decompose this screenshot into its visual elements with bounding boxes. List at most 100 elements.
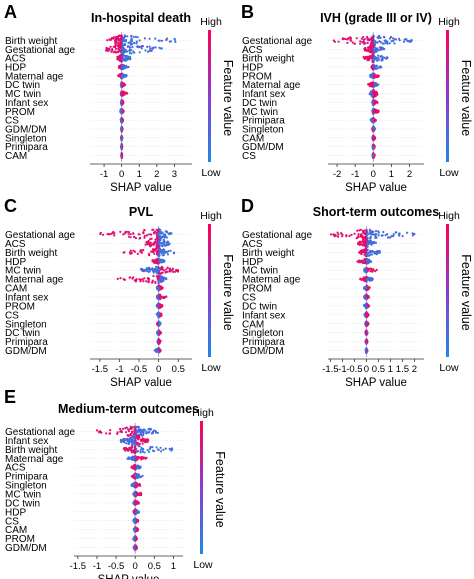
data-point (120, 92, 123, 95)
data-point (120, 120, 123, 123)
feature-points (156, 338, 162, 345)
data-point (372, 269, 375, 272)
data-point (118, 73, 121, 76)
data-point (374, 230, 378, 233)
feature-points (155, 284, 164, 292)
data-point (129, 436, 132, 439)
data-point (365, 298, 368, 301)
data-point (341, 37, 344, 40)
data-point (369, 45, 372, 48)
data-point (344, 37, 347, 41)
data-point (121, 44, 124, 47)
data-point (141, 434, 145, 437)
data-point (119, 43, 122, 46)
data-point (169, 270, 172, 273)
data-point (170, 232, 173, 235)
data-point (368, 251, 371, 254)
data-point (145, 430, 148, 433)
data-point (155, 270, 158, 273)
data-point (360, 259, 363, 262)
data-point (389, 35, 393, 39)
data-point (161, 271, 164, 274)
x-tick-label: -2 (333, 169, 341, 180)
data-point (381, 42, 384, 45)
data-point (160, 47, 163, 50)
data-point (119, 56, 122, 59)
x-tick-label: 0 (371, 169, 376, 180)
data-point (372, 58, 375, 61)
data-point (372, 129, 375, 132)
data-point (110, 50, 113, 53)
data-point (369, 236, 372, 239)
data-point (349, 39, 352, 42)
data-point (129, 233, 132, 236)
feature-points (119, 81, 127, 89)
data-point (365, 252, 368, 255)
data-point (402, 40, 406, 43)
data-point (334, 234, 337, 237)
chart-title: PVL (129, 205, 154, 219)
data-point (126, 35, 129, 38)
data-point (120, 68, 123, 71)
data-point (165, 295, 168, 298)
feature-label: Singleton (242, 125, 284, 136)
data-point (136, 45, 139, 48)
data-point (370, 73, 374, 76)
data-point (122, 427, 125, 430)
data-point (98, 431, 101, 434)
data-point (159, 228, 162, 231)
feature-points (126, 455, 148, 462)
feature-label: GDM/DM (242, 346, 284, 357)
data-point (155, 446, 158, 449)
data-point (157, 279, 160, 282)
data-point (366, 321, 369, 324)
colorbar-high-label: High (438, 210, 460, 222)
data-point (143, 37, 146, 40)
panel-letter: A (4, 2, 17, 22)
data-point (125, 38, 128, 42)
data-point (120, 100, 123, 103)
data-point (147, 252, 151, 255)
data-point (369, 232, 372, 235)
feature-points (156, 329, 162, 336)
feature-points (362, 53, 389, 64)
data-point (359, 42, 362, 45)
data-point (140, 458, 143, 461)
data-point (139, 475, 143, 479)
x-tick-label: 0.5 (372, 364, 385, 375)
data-point (373, 39, 376, 42)
data-point (377, 58, 380, 61)
data-point (122, 109, 125, 112)
data-point (150, 432, 153, 435)
data-point (359, 40, 362, 43)
data-point (141, 268, 144, 271)
data-point (157, 39, 160, 42)
colorbar-high-label: High (200, 16, 222, 28)
data-point (114, 42, 117, 45)
panel-letter: E (4, 387, 16, 407)
data-point (374, 55, 377, 59)
data-point (370, 94, 373, 97)
data-point (110, 36, 113, 40)
feature-label: Gestational age (242, 36, 312, 47)
feature-points (116, 53, 132, 63)
feature-points (371, 143, 376, 151)
data-point (154, 268, 158, 271)
colorbar (446, 224, 449, 357)
x-tick-label: 2 (407, 169, 412, 180)
data-point (332, 39, 335, 42)
data-point (131, 458, 134, 461)
data-point (363, 258, 366, 261)
data-point (142, 438, 145, 441)
data-point (371, 100, 374, 103)
data-point (369, 75, 372, 78)
data-point (140, 45, 143, 48)
data-point (358, 229, 361, 232)
data-point (120, 137, 123, 140)
data-point (376, 36, 379, 39)
data-point (411, 232, 414, 235)
data-point (124, 57, 127, 60)
data-point (118, 34, 121, 37)
